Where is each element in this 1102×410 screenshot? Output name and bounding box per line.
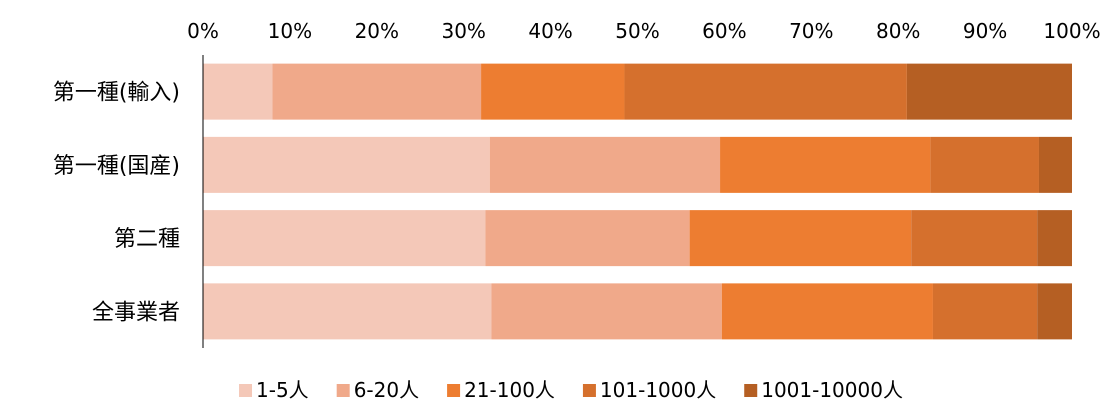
bar-segment [203, 63, 273, 120]
bar-segment [203, 283, 492, 340]
x-tick-label: 80% [876, 19, 920, 43]
bar-segment [1037, 210, 1072, 267]
legend-label: 1001-10000人 [761, 378, 903, 402]
category-label: 第一種(輸入) [53, 81, 180, 106]
legend-swatch [744, 384, 758, 397]
bar-segment [1038, 136, 1072, 193]
x-tick-label: 40% [528, 19, 572, 43]
legend-item: 101-1000人 [582, 378, 716, 402]
legend-swatch [447, 384, 461, 397]
bar-segment [906, 63, 1072, 120]
x-tick-label: 50% [615, 19, 659, 43]
bar-segment [489, 136, 721, 193]
x-tick-label: 90% [963, 19, 1007, 43]
bar-segment [481, 63, 625, 120]
bar-segment [911, 210, 1038, 267]
legend-label: 101-1000人 [600, 378, 716, 402]
legend-label: 6-20人 [354, 378, 419, 402]
bar-segment [491, 283, 722, 340]
x-axis-ticks: 0% 10% 20% 30% 40% 50% 60% 70% 80% 90% 100% [187, 19, 1100, 43]
x-tick-label: 30% [441, 19, 485, 43]
legend-item: 21-100人 [447, 378, 555, 402]
bar-segment [721, 283, 933, 340]
x-tick-label: 60% [702, 19, 746, 43]
bar-segment [1037, 283, 1072, 340]
x-tick-label: 20% [355, 19, 399, 43]
legend-item: 1001-10000人 [744, 378, 903, 402]
category-label: 第一種(国産) [53, 154, 180, 179]
x-tick-label: 70% [789, 19, 833, 43]
legend-swatch [336, 384, 350, 397]
bar-segment [203, 136, 490, 193]
x-tick-label: 0% [187, 19, 219, 43]
legend-swatch [582, 384, 596, 397]
bar-segment [203, 210, 486, 267]
legend-item: 6-20人 [336, 378, 419, 402]
bar-segment [932, 283, 1038, 340]
bar-segment [689, 210, 912, 267]
bar-segment [930, 136, 1039, 193]
legend-item: 1-5人 [239, 378, 309, 402]
bar-segment [272, 63, 482, 120]
bar-segment [485, 210, 690, 267]
legend-label: 1-5人 [256, 378, 309, 402]
x-tick-label: 10% [268, 19, 312, 43]
category-label: 全事業者 [92, 300, 180, 325]
category-label: 第二種 [114, 227, 180, 252]
legend: 1-5人 6-20人 21-100人 101-1000人 1001-10000人 [239, 378, 903, 402]
legend-label: 21-100人 [464, 378, 555, 402]
bar-area [203, 63, 1072, 340]
bar-segment [720, 136, 931, 193]
x-tick-label: 100% [1043, 19, 1100, 43]
bar-segment [624, 63, 907, 120]
legend-swatch [239, 384, 253, 397]
